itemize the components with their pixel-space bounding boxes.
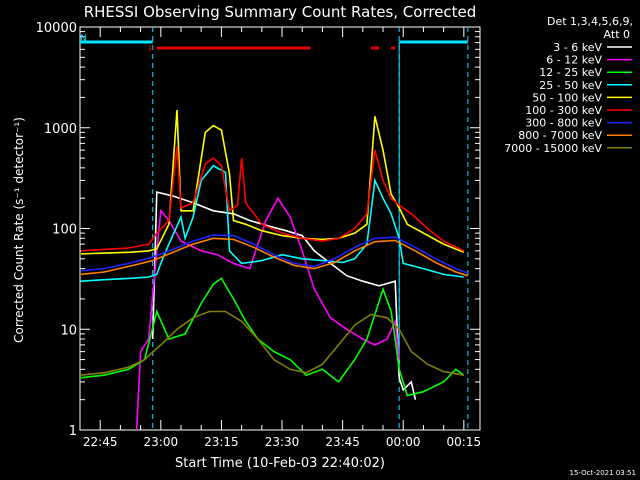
x-tick-label: 22:45 <box>83 435 118 449</box>
legend-label: 25 - 50 keV <box>539 79 602 92</box>
y-tick-label: 10 <box>60 323 77 338</box>
chart-title: RHESSI Observing Summary Count Rates, Co… <box>84 3 477 21</box>
legend-label: 12 - 25 keV <box>539 66 602 79</box>
x-tick-label: 23:30 <box>265 435 300 449</box>
y-tick-label: 1000 <box>44 122 77 137</box>
series-line-3 <box>81 164 464 282</box>
legend-title: Det 1,3,4,5,6,9, <box>547 15 633 28</box>
flag-F-label: F <box>149 45 154 55</box>
legend-label: 7000 - 15000 keV <box>504 142 602 155</box>
flag-N-label: N <box>80 34 87 44</box>
legend-label: 6 - 12 keV <box>546 54 602 67</box>
legend-label: 100 - 300 keV <box>525 104 602 117</box>
timestamp: 15-Oct-2021 03:51 <box>570 469 636 477</box>
series-line-1 <box>135 196 400 429</box>
legend-label: 800 - 7000 keV <box>518 129 602 142</box>
x-tick-label: 23:00 <box>144 435 179 449</box>
series-line-5 <box>81 146 465 252</box>
series-line-2 <box>81 277 465 397</box>
y-axis-label: Corrected Count Rate (s⁻¹ detector⁻¹) <box>12 117 26 343</box>
plot-area: 22:45 23:00 23:15 23:30 23:45 00:00 00:15 1 10 10… <box>36 21 481 449</box>
series-line-0 <box>151 191 417 400</box>
series-line-4 <box>81 109 465 255</box>
x-tick-label: 23:15 <box>204 435 239 449</box>
x-tick-label: 23:45 <box>325 435 360 449</box>
legend-subtitle: Att 0 <box>604 28 630 41</box>
series-line-7 <box>81 237 469 277</box>
x-axis-label: Start Time (10-Feb-03 22:40:02) <box>175 456 385 471</box>
legend-label: 300 - 800 keV <box>525 117 602 130</box>
series-line-6 <box>81 234 469 274</box>
y-tick-label: 10000 <box>36 21 77 36</box>
series-line-8 <box>81 310 464 376</box>
legend-label: 3 - 6 keV <box>553 41 602 54</box>
x-tick-label: 00:15 <box>447 435 482 449</box>
y-tick-label: 100 <box>52 223 77 238</box>
x-tick-label: 00:00 <box>386 435 421 449</box>
legend-label: 50 - 100 keV <box>532 91 602 104</box>
y-tick-label: 1 <box>69 424 77 439</box>
